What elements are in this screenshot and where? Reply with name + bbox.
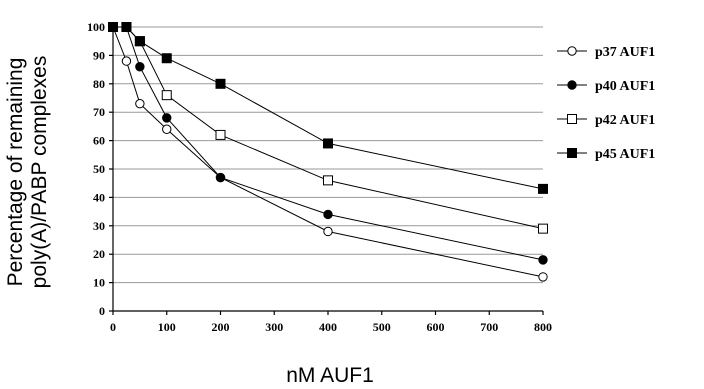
x-tick-label-300: 300 (265, 320, 283, 334)
series (109, 23, 548, 282)
legend-entry-p40-auf1: p40 AUF1 (557, 79, 655, 94)
legend-marker-p37-auf1 (568, 47, 576, 55)
y-axis-title: Percentage of remaining poly(A)/PABP com… (4, 56, 51, 289)
y-axis-title-line-1: Percentage of remaining (4, 58, 27, 287)
y-tick-label-40: 40 (93, 190, 105, 204)
data-point-p45-auf1-0 (109, 23, 118, 32)
series-line-p37-auf1 (113, 27, 543, 277)
y-tick-label-50: 50 (93, 162, 105, 176)
x-tick-label-400: 400 (319, 320, 337, 334)
data-point-p45-auf1-5 (324, 139, 333, 148)
x-tick-label-0: 0 (110, 320, 116, 334)
legend-entry-p37-auf1: p37 AUF1 (557, 45, 655, 60)
y-tick-label-10: 10 (93, 276, 105, 290)
y-tick-label-90: 90 (93, 48, 105, 62)
y-tick-label-60: 60 (93, 134, 105, 148)
series-line-p42-auf1 (113, 27, 543, 229)
series-p42-auf1 (109, 23, 548, 234)
x-tick-label-600: 600 (427, 320, 445, 334)
legend-label-p40-auf1: p40 AUF1 (595, 79, 655, 94)
y-tick-label-70: 70 (93, 105, 105, 119)
data-point-p45-auf1-3 (162, 54, 171, 63)
legend-label-p45-auf1: p45 AUF1 (595, 147, 655, 162)
legend-label-p37-auf1: p37 AUF1 (595, 45, 655, 60)
series-line-p45-auf1 (113, 27, 543, 189)
legend-entry-p42-auf1: p42 AUF1 (557, 113, 655, 128)
legend-label-p42-auf1: p42 AUF1 (595, 113, 655, 128)
y-tick-label-30: 30 (93, 219, 105, 233)
gridlines (113, 27, 543, 283)
legend-marker-p40-auf1 (568, 81, 576, 89)
data-point-p40-auf1-3 (163, 114, 171, 122)
legend-marker-p42-auf1 (568, 115, 577, 124)
x-tick-label-800: 800 (534, 320, 552, 334)
x-tick-label-500: 500 (373, 320, 391, 334)
data-point-p37-auf1-1 (122, 57, 130, 65)
data-point-p45-auf1-1 (122, 23, 131, 32)
x-tick-label-700: 700 (480, 320, 498, 334)
series-p45-auf1 (109, 23, 548, 194)
legend-marker-p45-auf1 (568, 149, 577, 158)
x-tick-label-200: 200 (212, 320, 230, 334)
y-tick-label-80: 80 (93, 77, 105, 91)
data-point-p37-auf1-3 (163, 125, 171, 133)
data-point-p45-auf1-2 (135, 37, 144, 46)
y-tick-label-100: 100 (87, 20, 105, 34)
y-tick-labels: 0 10 20 30 40 50 60 70 80 90 100 (87, 20, 105, 318)
data-point-p37-auf1-2 (136, 99, 144, 107)
y-tick-label-20: 20 (93, 247, 105, 261)
legend: p37 AUF1 p40 AUF1 p42 AUF1 p45 AUF1 (557, 45, 655, 162)
data-point-p42-auf1-5 (324, 176, 333, 185)
data-point-p37-auf1-6 (539, 273, 547, 281)
data-point-p40-auf1-2 (136, 63, 144, 71)
data-point-p45-auf1-6 (539, 184, 548, 193)
legend-entry-p45-auf1: p45 AUF1 (557, 147, 655, 162)
y-axis-title-line-2: poly(A)/PABP complexes (28, 56, 51, 289)
x-axis-title: nM AUF1 (286, 364, 374, 387)
x-tick-label-100: 100 (158, 320, 176, 334)
data-point-p42-auf1-6 (539, 224, 548, 233)
data-point-p40-auf1-4 (216, 173, 224, 181)
data-point-p45-auf1-4 (216, 79, 225, 88)
data-point-p40-auf1-6 (539, 256, 547, 264)
data-point-p40-auf1-5 (324, 210, 332, 218)
data-point-p37-auf1-5 (324, 227, 332, 235)
data-point-p42-auf1-4 (216, 130, 225, 139)
x-tick-labels: 0 100 200 300 400 500 600 700 800 (110, 320, 552, 334)
y-tick-label-0: 0 (99, 304, 105, 318)
data-point-p42-auf1-3 (162, 91, 171, 100)
